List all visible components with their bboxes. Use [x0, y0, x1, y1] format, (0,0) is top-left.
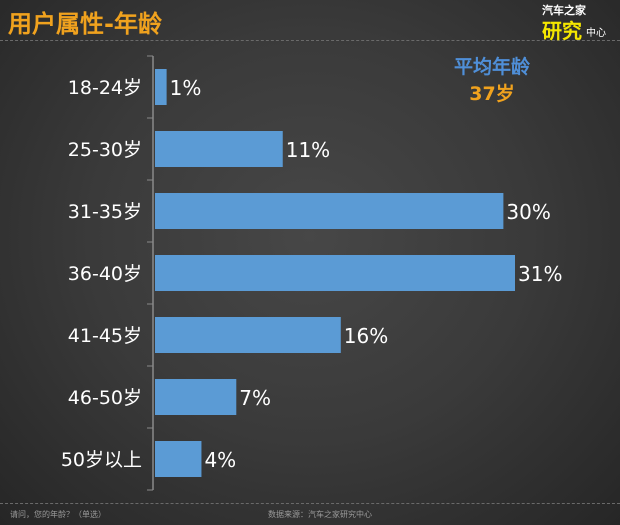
- bar: [155, 441, 202, 477]
- data-label: 11%: [286, 138, 330, 162]
- logo-line2: 研究: [542, 19, 582, 43]
- bar: [155, 255, 515, 291]
- logo-line1: 汽车之家: [542, 4, 586, 17]
- category-label: 18-24岁: [68, 77, 142, 99]
- header-divider: [0, 40, 620, 41]
- bar: [155, 69, 167, 105]
- footer-source: 数据来源：汽车之家研究中心: [268, 510, 372, 519]
- footer-divider: [0, 503, 620, 504]
- data-label: 1%: [170, 76, 202, 100]
- logo-line3: 中心: [586, 28, 606, 39]
- category-label: 36-40岁: [68, 263, 142, 285]
- average-age-value: 37岁: [469, 83, 515, 105]
- category-label: 46-50岁: [68, 387, 142, 409]
- data-label: 7%: [239, 386, 271, 410]
- logo: 汽车之家 研究 中心: [502, 2, 614, 43]
- data-label: 16%: [344, 324, 388, 348]
- bar: [155, 317, 341, 353]
- data-label: 31%: [518, 262, 562, 286]
- category-label: 25-30岁: [68, 139, 142, 161]
- bar: [155, 193, 504, 229]
- category-label: 31-35岁: [68, 201, 142, 223]
- category-label: 50岁以上: [61, 449, 142, 471]
- average-age: 平均年龄 37岁: [432, 52, 552, 106]
- category-label: 41-45岁: [68, 325, 142, 347]
- page-title: 用户属性-年龄: [8, 10, 162, 38]
- data-label: 30%: [506, 200, 550, 224]
- footer-question: 请问，您的年龄？（单选）: [10, 510, 106, 519]
- average-age-label: 平均年龄: [453, 56, 530, 78]
- data-label: 4%: [204, 448, 236, 472]
- bar: [155, 379, 237, 415]
- bar: [155, 131, 283, 167]
